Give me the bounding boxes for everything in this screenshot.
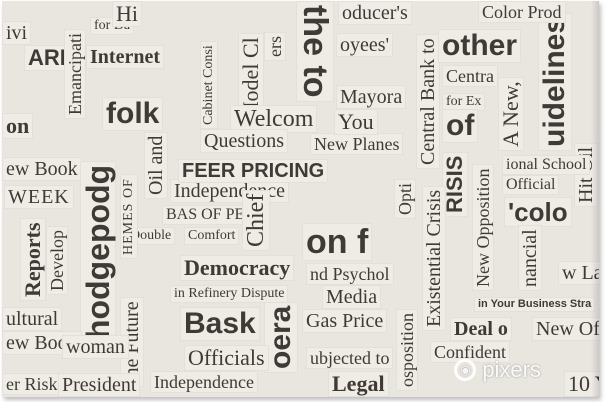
- clipping: Chief: [242, 189, 270, 251]
- clipping: nancial: [518, 225, 542, 291]
- newspaper-collage-canvas: ivi ARKF Emancipati Internet for Da Hi C…: [2, 1, 599, 397]
- clipping: Centra: [442, 65, 498, 87]
- clipping: Bask: [180, 307, 260, 341]
- clipping: Legal: [328, 371, 389, 397]
- pixers-watermark: ◉ pixers: [454, 357, 541, 383]
- watermark-text: pixers: [482, 357, 541, 382]
- clipping: 10 Y: [564, 371, 599, 397]
- clipping: w Lav: [558, 261, 599, 285]
- clipping: President: [58, 373, 141, 397]
- clipping: Questions: [200, 129, 288, 153]
- clipping: ivi: [2, 21, 32, 45]
- clipping: Color Prod: [478, 1, 566, 23]
- clipping: of: [442, 109, 479, 143]
- clipping: Officials: [184, 345, 269, 371]
- clipping: ional School: [502, 155, 591, 175]
- clipping: Hi: [112, 1, 142, 27]
- clipping: New Planes: [310, 133, 404, 155]
- clipping: Internet: [86, 45, 164, 69]
- clipping: HEMES OF: [120, 174, 138, 259]
- clipping: Reports: [20, 218, 46, 301]
- clipping: Official: [502, 175, 560, 195]
- clipping: ubjected to: [306, 347, 394, 369]
- clipping: folk: [102, 97, 164, 131]
- clipping: osposition: [396, 308, 418, 391]
- clipping: oera: [264, 301, 298, 373]
- clipping: Deal o: [450, 317, 512, 341]
- clipping: er Risk: [2, 373, 62, 395]
- clipping: 'colo: [504, 197, 572, 227]
- clipping: New Opposition: [472, 164, 494, 291]
- clipping: on: [2, 113, 34, 139]
- clipping: Welcom: [230, 105, 318, 133]
- clipping: other: [438, 29, 521, 63]
- clipping: Independence: [150, 371, 258, 393]
- clipping: in Refinery Dispute: [170, 285, 289, 303]
- clipping: You: [334, 109, 378, 135]
- clipping: A New,: [498, 77, 524, 151]
- pixers-logo-icon: ◉: [454, 359, 477, 381]
- clipping: uidelines: [538, 12, 572, 151]
- clipping: Comfort: [184, 227, 240, 245]
- clipping: the to: [296, 1, 334, 102]
- clipping: Cabinet Consi: [200, 41, 218, 129]
- clipping: Develop: [46, 226, 68, 295]
- clipping: in Your Business Stra: [474, 297, 596, 312]
- clipping: Central Bank to: [416, 34, 440, 169]
- clipping: oyees': [336, 33, 394, 57]
- clipping: Democracy: [180, 255, 295, 281]
- clipping: FEER PRICING: [178, 159, 329, 183]
- clipping: ultural: [2, 307, 63, 331]
- clipping: ers: [264, 32, 286, 61]
- clipping: Existential Crisis: [422, 185, 446, 331]
- clipping: on f: [302, 223, 373, 261]
- canvas-edge-shadow: [591, 1, 599, 397]
- clipping: hodgepodg: [80, 160, 116, 343]
- clipping: Double: [126, 227, 176, 245]
- clipping: New Of: [532, 317, 599, 341]
- clipping: Gas Price: [302, 309, 388, 333]
- clipping: nd Psychol: [306, 263, 394, 285]
- clipping: Oil and: [144, 131, 168, 199]
- clipping: Emancipati: [64, 29, 86, 119]
- clipping: woman: [62, 335, 129, 359]
- clipping: WEEK: [4, 185, 74, 209]
- clipping: oducer's: [338, 1, 412, 25]
- clipping: Mayora: [336, 85, 407, 109]
- clipping: ew Book: [2, 157, 82, 181]
- clipping: Media: [322, 285, 382, 309]
- clipping: Opti: [394, 178, 416, 219]
